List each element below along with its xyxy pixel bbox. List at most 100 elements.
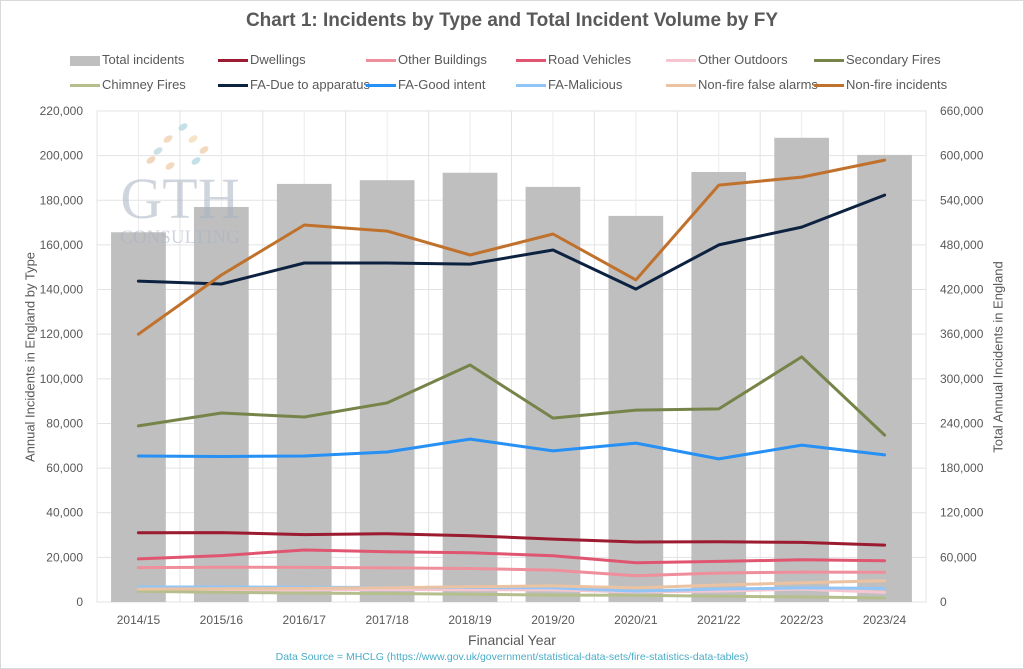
data-source-note: Data Source = MHCLG (https://www.gov.uk/…	[275, 651, 749, 663]
watermark-leaf-icon	[165, 162, 175, 170]
legend-label: Road Vehicles	[548, 52, 632, 67]
legend-line-swatch-icon	[218, 84, 248, 88]
line-road-vehicles	[136, 548, 887, 565]
y-tick-left: 120,000	[40, 327, 84, 341]
legend-label: Other Outdoors	[698, 52, 788, 67]
legend-label: Non-fire incidents	[846, 77, 948, 92]
legend-label: Total incidents	[102, 52, 185, 67]
y-tick-right: 540,000	[940, 193, 984, 207]
y-tick-left: 140,000	[40, 283, 84, 297]
y-tick-right: 660,000	[940, 104, 984, 118]
y-tick-left: 180,000	[40, 193, 84, 207]
bar-total-incidents	[193, 206, 249, 602]
x-tick-label: 2014/15	[117, 613, 161, 627]
legend-line-swatch-icon	[366, 84, 396, 88]
x-axis-label: Financial Year	[468, 632, 556, 648]
line-secondary-fires	[136, 355, 887, 437]
x-tick-label: 2019/20	[531, 613, 575, 627]
legend-item: Non-fire false alarms	[666, 77, 818, 93]
line-chimney-fires	[136, 589, 887, 600]
x-tick-label: 2015/16	[200, 613, 244, 627]
y-tick-left: 20,000	[46, 550, 83, 564]
chart-title: Chart 1: Incidents by Type and Total Inc…	[245, 10, 779, 31]
y-tick-right: 300,000	[940, 372, 984, 386]
x-tick-label: 2018/19	[448, 613, 492, 627]
legend-line-swatch-icon	[666, 84, 696, 88]
x-tick-label: 2022/23	[780, 613, 824, 627]
y-tick-left: 80,000	[46, 416, 83, 430]
bar-total-incidents	[111, 232, 166, 602]
y-tick-right: 0	[940, 595, 947, 609]
y-tick-right: 480,000	[940, 238, 984, 252]
y-tick-left: 160,000	[40, 238, 84, 252]
legend-label: FA-Due to apparatus	[250, 77, 370, 92]
legend-label: FA-Malicious	[548, 77, 623, 92]
watermark-leaf-icon	[178, 123, 188, 131]
y-axis-right-label: Total Annual Incidents in England	[990, 261, 1006, 453]
x-tick-label: 2021/22	[697, 613, 741, 627]
legend-item: Non-fire incidents	[814, 77, 947, 93]
legend-label: Other Buildings	[398, 52, 487, 67]
legend-item: Secondary Fires	[814, 52, 941, 68]
legend-label: Non-fire false alarms	[698, 77, 818, 92]
y-tick-left: 40,000	[46, 506, 83, 520]
legend-label: Secondary Fires	[846, 52, 941, 67]
legend-line-swatch-icon	[366, 59, 396, 63]
line-non-fire-incidents	[136, 158, 887, 336]
y-tick-left: 200,000	[40, 149, 84, 163]
legend-item: Dwellings	[218, 52, 306, 68]
watermark-text-consulting: CONSULTING	[120, 227, 240, 248]
y-tick-right: 360,000	[940, 327, 984, 341]
y-tick-left: 100,000	[40, 372, 84, 386]
y-axis-left-label: Annual Incidents in England by Type	[22, 251, 38, 463]
legend-item: Road Vehicles	[516, 52, 631, 68]
legend-item: Other Buildings	[366, 52, 487, 68]
legend-label: FA-Good intent	[398, 77, 486, 92]
bar-total-incidents	[691, 172, 747, 602]
legend-line-swatch-icon	[814, 59, 844, 63]
legend-item: FA-Malicious	[516, 77, 622, 93]
legend-item: FA-Good intent	[366, 77, 485, 93]
watermark-leaf-icon	[146, 156, 156, 164]
bar-total-incidents	[525, 186, 581, 602]
watermark-leaf-icon	[153, 147, 163, 155]
line-non-fire-false-alarms	[136, 579, 887, 591]
y-tick-right: 600,000	[940, 149, 984, 163]
x-tick-label: 2020/21	[614, 613, 658, 627]
y-tick-left: 220,000	[40, 104, 84, 118]
legend-item: Other Outdoors	[666, 52, 788, 68]
line-fa-good-intent	[136, 437, 887, 461]
legend-line-swatch-icon	[70, 84, 100, 88]
y-tick-left: 60,000	[46, 461, 83, 475]
x-tick-label: 2017/18	[365, 613, 409, 627]
legend-label: Chimney Fires	[102, 77, 186, 92]
bar-total-incidents	[442, 172, 498, 603]
bar-total-incidents	[857, 154, 912, 602]
x-tick-label: 2016/17	[283, 613, 327, 627]
y-tick-right: 420,000	[940, 283, 984, 297]
watermark-leaf-icon	[163, 135, 173, 143]
x-tick-label: 2023/24	[863, 613, 907, 627]
y-tick-right: 60,000	[940, 550, 977, 564]
legend-label: Dwellings	[250, 52, 306, 67]
legend-line-swatch-icon	[516, 84, 546, 88]
y-tick-left: 0	[76, 595, 83, 609]
bar-total-incidents	[276, 183, 332, 602]
watermark-leaf-icon	[191, 157, 201, 165]
legend-line-swatch-icon	[516, 59, 546, 63]
legend-line-swatch-icon	[814, 84, 844, 88]
line-fa-due-to-apparatus	[136, 193, 887, 291]
legend-bar-swatch-icon	[70, 55, 100, 66]
line-other-buildings	[136, 565, 887, 578]
watermark-leaf-icon	[188, 135, 198, 143]
legend-line-swatch-icon	[666, 59, 696, 63]
legend-item: Chimney Fires	[70, 77, 186, 93]
y-tick-right: 120,000	[940, 506, 984, 520]
line-dwellings	[136, 531, 887, 547]
legend-item: Total incidents	[70, 52, 184, 68]
bar-total-incidents	[359, 180, 415, 602]
y-tick-right: 180,000	[940, 461, 984, 475]
legend-item: FA-Due to apparatus	[218, 77, 370, 93]
